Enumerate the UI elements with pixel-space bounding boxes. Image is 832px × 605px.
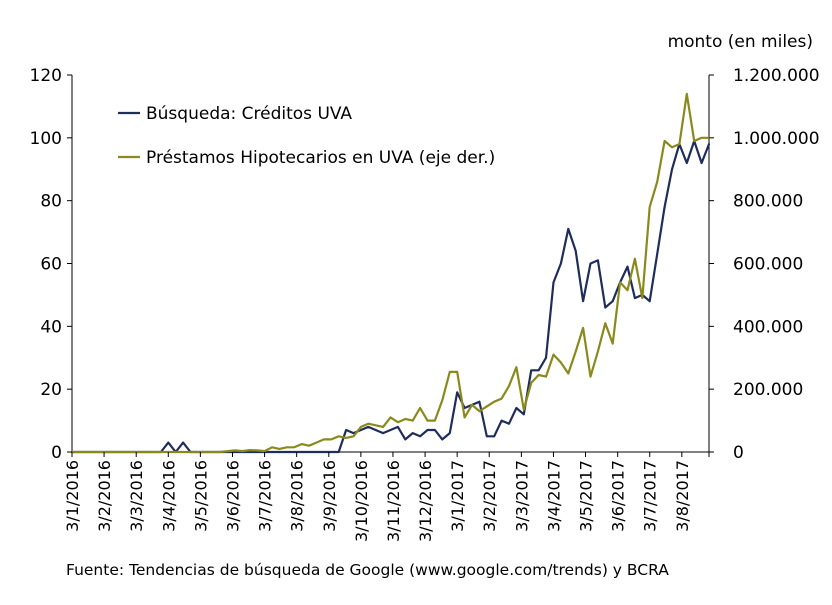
x-tick-label: 3/7/2016	[256, 460, 275, 532]
x-tick-label: 3/3/2017	[512, 460, 531, 532]
x-tick-label: 3/8/2017	[673, 460, 692, 532]
x-tick-label: 3/6/2017	[609, 460, 628, 532]
right-tick-label: 800.000	[733, 192, 803, 212]
left-tick-label: 120	[30, 66, 62, 86]
x-tick-label: 3/2/2016	[95, 460, 114, 532]
right-tick-label: 600.000	[733, 255, 803, 275]
x-tick-label: 3/5/2017	[577, 460, 596, 532]
legend-label-prestamos: Préstamos Hipotecarios en UVA (eje der.)	[146, 148, 495, 168]
right-tick-label: 400.000	[733, 317, 803, 337]
left-tick-label: 80	[40, 192, 62, 212]
x-tick-label: 3/4/2016	[159, 460, 178, 532]
axes	[71, 75, 710, 453]
x-tick-label: 3/1/2017	[448, 460, 467, 532]
left-tick-label: 0	[51, 443, 62, 463]
left-tick-label: 100	[30, 129, 62, 149]
right-tick-label: 0	[733, 443, 744, 463]
x-tick-label: 3/11/2016	[384, 460, 403, 542]
x-tick-label: 3/5/2016	[191, 460, 210, 532]
x-tick-label: 3/6/2016	[224, 460, 243, 532]
x-tick-label: 3/8/2016	[288, 460, 307, 532]
x-tick-label: 3/2/2017	[480, 460, 499, 532]
right-tick-label: 1.200.000	[733, 66, 820, 86]
x-tick-label: 3/4/2017	[544, 460, 563, 532]
x-tick-label: 3/1/2016	[63, 460, 82, 532]
series-line-prestamos	[70, 92, 711, 454]
series-line-busqueda	[70, 139, 711, 454]
x-tick-label: 3/12/2016	[416, 460, 435, 542]
right-tick-label: 200.000	[733, 380, 803, 400]
left-tick-label: 60	[40, 255, 62, 275]
legend: Búsqueda: Créditos UVA Préstamos Hipotec…	[118, 104, 495, 168]
legend-label-busqueda: Búsqueda: Créditos UVA	[146, 104, 352, 124]
x-tick-label: 3/7/2017	[641, 460, 660, 532]
ticks-layer: 0 20 40 60 80 100 120 0 200.000 400.000 600.000 800…	[30, 66, 820, 542]
left-tick-label: 20	[40, 380, 62, 400]
x-tick-label: 3/10/2016	[352, 460, 371, 542]
right-tick-label: 1.000.000	[733, 129, 820, 149]
source-note: Fuente: Tendencias de búsqueda de Google…	[66, 561, 669, 579]
series-layer	[70, 92, 711, 454]
right-axis-title: monto (en miles)	[668, 32, 813, 52]
left-tick-label: 40	[40, 317, 62, 337]
x-tick-label: 3/9/2016	[320, 460, 339, 532]
x-tick-label: 3/3/2016	[127, 460, 146, 532]
